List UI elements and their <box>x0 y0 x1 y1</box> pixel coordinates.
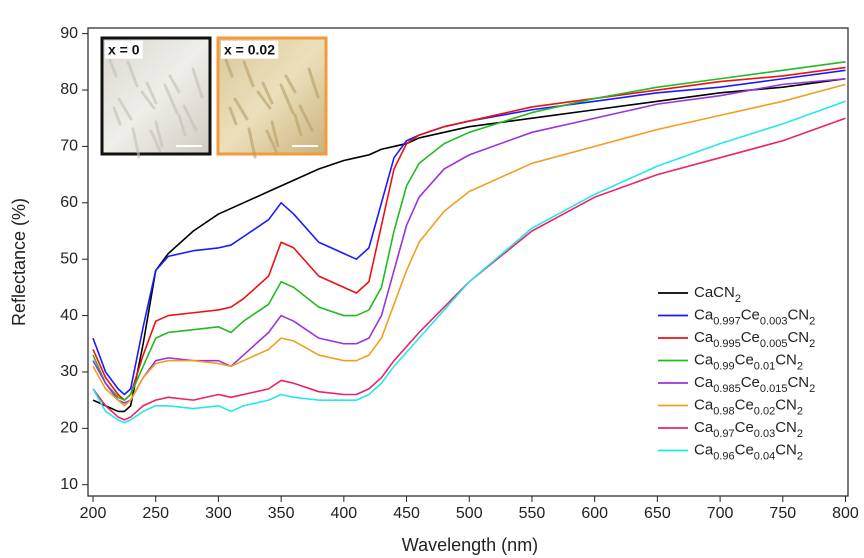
x-tick-label: 350 <box>268 505 295 522</box>
inset-texture <box>242 60 255 88</box>
x-tick-label: 800 <box>832 505 859 522</box>
series-line <box>92 69 846 396</box>
legend-label: Ca0.997Ce0.003CN2 <box>694 306 815 327</box>
x-axis-label: Wavelength (nm) <box>402 535 538 555</box>
inset-texture <box>163 83 179 115</box>
inset-label: x = 0 <box>108 42 140 58</box>
inset-texture <box>293 113 303 137</box>
x-tick-label: 700 <box>707 505 734 522</box>
inset-texture <box>261 81 274 105</box>
inset-texture <box>265 129 278 153</box>
y-tick-label: 80 <box>60 81 78 98</box>
inset-texture <box>307 67 320 99</box>
inset-label-bg <box>105 40 143 59</box>
inset-texture <box>154 120 164 148</box>
inset-texture <box>270 120 280 148</box>
inset-texture <box>140 90 156 110</box>
inset-texture <box>112 106 122 126</box>
series-line <box>92 66 846 401</box>
y-tick-label: 40 <box>60 307 78 324</box>
x-tick-label: 400 <box>330 505 357 522</box>
series-line <box>92 61 846 401</box>
inset-texture <box>117 97 133 121</box>
inset-texture <box>182 104 198 132</box>
x-tick-label: 650 <box>644 505 671 522</box>
inset-texture <box>191 67 204 99</box>
inset-texture <box>177 113 187 137</box>
inset-texture <box>256 90 272 110</box>
inset-texture <box>279 83 295 115</box>
inset-texture <box>284 74 297 94</box>
x-tick-label: 600 <box>581 505 608 522</box>
inset-texture <box>108 58 118 78</box>
y-tick-label: 90 <box>60 25 78 42</box>
inset-texture <box>233 97 249 121</box>
y-axis-label: Reflectance (%) <box>9 198 29 326</box>
inset-texture <box>298 104 314 132</box>
y-tick-label: 20 <box>60 420 78 437</box>
inset-texture <box>149 129 162 153</box>
x-tick-label: 250 <box>142 505 169 522</box>
x-tick-label: 550 <box>519 505 546 522</box>
y-tick-label: 50 <box>60 250 78 267</box>
legend-label: Ca0.995Ce0.005CN2 <box>694 329 815 350</box>
x-tick-label: 200 <box>80 505 107 522</box>
inset-texture <box>247 127 257 159</box>
inset-texture <box>228 106 238 126</box>
x-tick-label: 300 <box>205 505 232 522</box>
inset-texture <box>145 81 158 105</box>
legend-label: Ca0.98Ce0.02CN2 <box>694 396 803 417</box>
series-line <box>92 77 846 413</box>
legend-label: Ca0.99Ce0.01CN2 <box>694 351 803 372</box>
x-tick-label: 500 <box>456 505 483 522</box>
series-line <box>92 83 846 407</box>
legend-label: Ca0.97Ce0.03CN2 <box>694 419 803 440</box>
legend-label: CaCN2 <box>694 284 741 305</box>
y-tick-label: 10 <box>60 476 78 493</box>
inset-label: x = 0.02 <box>224 42 275 58</box>
inset-texture <box>168 74 181 94</box>
y-tick-label: 60 <box>60 194 78 211</box>
plot-frame <box>87 27 849 497</box>
y-tick-label: 30 <box>60 363 78 380</box>
inset-texture <box>224 58 234 78</box>
y-tick-label: 70 <box>60 138 78 155</box>
x-tick-label: 750 <box>769 505 796 522</box>
inset-texture <box>126 60 139 88</box>
series-line <box>92 100 846 424</box>
legend-label: Ca0.96Ce0.04CN2 <box>694 441 803 462</box>
legend-label: Ca0.985Ce0.015CN2 <box>694 374 815 395</box>
inset-texture <box>131 127 141 159</box>
x-tick-label: 450 <box>393 505 420 522</box>
series-line <box>92 117 846 421</box>
inset-label-bg <box>221 40 279 59</box>
